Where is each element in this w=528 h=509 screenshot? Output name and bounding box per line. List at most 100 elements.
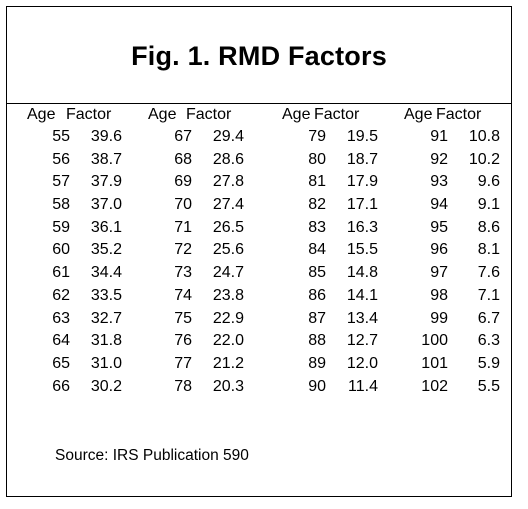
column-header: Age Factor [276, 106, 386, 128]
factor-cell: 19.5 [346, 128, 378, 145]
age-cell: 62 [52, 286, 70, 304]
age-cell: 98 [430, 286, 448, 304]
factor-cell: 27.8 [212, 173, 244, 191]
age-cell: 84 [308, 241, 326, 259]
figure-frame: Fig. 1. RMD Factors [6, 6, 512, 497]
factor-cell: 26.5 [212, 218, 244, 236]
age-cell: 79 [308, 128, 326, 145]
table-row: 96 8.1 [398, 241, 508, 264]
factor-header: Factor [436, 106, 482, 123]
factor-cell: 11.4 [348, 377, 378, 395]
table-row: 63 32.7 [20, 310, 130, 333]
table-row: 74 23.8 [142, 287, 252, 310]
factor-cell: 6.7 [477, 309, 500, 327]
factor-cell: 12.7 [346, 332, 378, 350]
age-cell: 72 [174, 241, 192, 259]
table-row: 78 20.3 [142, 378, 252, 401]
age-cell: 56 [52, 150, 70, 168]
age-cell: 76 [174, 332, 192, 350]
age-cell: 73 [174, 264, 192, 282]
factor-cell: 17.1 [346, 196, 378, 214]
age-cell: 102 [421, 377, 448, 395]
age-cell: 61 [52, 264, 70, 282]
factor-cell: 14.1 [346, 286, 378, 304]
table-row: 60 35.2 [20, 241, 130, 264]
table-row: 91 10.8 [398, 128, 508, 151]
factor-cell: 20.3 [212, 377, 244, 395]
factor-cell: 33.5 [90, 286, 122, 304]
table-row: 82 17.1 [276, 196, 386, 219]
age-cell: 71 [174, 218, 192, 236]
table-row: 100 6.3 [398, 332, 508, 355]
table-row: 57 37.9 [20, 173, 130, 196]
factor-cell: 39.6 [90, 128, 122, 145]
table-row: 102 5.5 [398, 378, 508, 401]
age-cell: 88 [308, 332, 326, 350]
age-cell: 85 [308, 264, 326, 282]
table-row: 77 21.2 [142, 355, 252, 378]
age-cell: 55 [52, 128, 70, 145]
age-cell: 93 [430, 173, 448, 191]
factor-cell: 9.1 [477, 196, 500, 214]
age-cell: 59 [52, 218, 70, 236]
age-cell: 66 [52, 377, 70, 395]
table-row: 64 31.8 [20, 332, 130, 355]
factor-cell: 18.7 [346, 150, 378, 168]
age-cell: 75 [174, 309, 192, 327]
table-row: 70 27.4 [142, 196, 252, 219]
factor-header: Factor [66, 106, 112, 123]
table-row: 56 38.7 [20, 151, 130, 174]
table-row: 90 11.4 [276, 378, 386, 401]
age-header: Age [282, 106, 311, 123]
age-cell: 78 [174, 377, 192, 395]
factor-cell: 37.9 [90, 173, 122, 191]
factor-cell: 12.0 [346, 354, 378, 372]
table-row: 95 8.6 [398, 219, 508, 242]
age-cell: 101 [421, 354, 448, 372]
factor-cell: 24.7 [212, 264, 244, 282]
age-cell: 80 [308, 150, 326, 168]
age-cell: 60 [52, 241, 70, 259]
age-cell: 99 [430, 309, 448, 327]
table-column-4: Age Factor 91 10.8 92 10.2 93 9.6 94 9.1 95 8.6 96 8.… [398, 106, 508, 400]
age-cell: 70 [174, 196, 192, 214]
table-row: 80 18.7 [276, 151, 386, 174]
title-box: Fig. 1. RMD Factors [7, 7, 511, 104]
factor-cell: 14.8 [346, 264, 378, 282]
factor-cell: 30.2 [90, 377, 122, 395]
age-header: Age [404, 106, 433, 123]
age-cell: 82 [308, 196, 326, 214]
table-row: 81 17.9 [276, 173, 386, 196]
factor-cell: 7.6 [477, 264, 500, 282]
factor-cell: 37.0 [90, 196, 122, 214]
age-cell: 90 [308, 377, 326, 395]
factor-cell: 10.2 [468, 150, 500, 168]
age-cell: 83 [308, 218, 326, 236]
factor-cell: 6.3 [477, 332, 500, 350]
factor-cell: 15.5 [346, 241, 378, 259]
table-row: 61 34.4 [20, 264, 130, 287]
factor-cell: 22.9 [212, 309, 244, 327]
table-row: 62 33.5 [20, 287, 130, 310]
column-header: Age Factor [20, 106, 130, 128]
table-row: 67 29.4 [142, 128, 252, 151]
factor-cell: 7.1 [477, 286, 500, 304]
age-cell: 57 [52, 173, 70, 191]
age-cell: 63 [52, 309, 70, 327]
factor-cell: 8.1 [477, 241, 500, 259]
table-row: 85 14.8 [276, 264, 386, 287]
factor-cell: 22.0 [212, 332, 244, 350]
age-cell: 95 [430, 218, 448, 236]
figure-title: Fig. 1. RMD Factors [131, 40, 387, 71]
factor-cell: 27.4 [212, 196, 244, 214]
table-row: 84 15.5 [276, 241, 386, 264]
factor-cell: 28.6 [212, 150, 244, 168]
table-row: 88 12.7 [276, 332, 386, 355]
table-column-2: Age Factor 67 29.4 68 28.6 69 27.8 70 27.4 71 26.5 7… [142, 106, 252, 400]
factor-cell: 8.6 [477, 218, 500, 236]
table-row: 55 39.6 [20, 128, 130, 151]
factor-cell: 16.3 [346, 218, 378, 236]
age-cell: 96 [430, 241, 448, 259]
source-note: Source: IRS Publication 590 [55, 447, 249, 464]
table-row: 99 6.7 [398, 310, 508, 333]
